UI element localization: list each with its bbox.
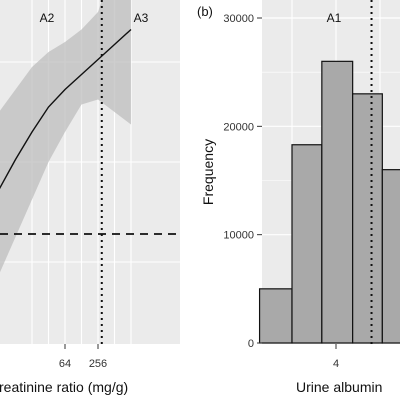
panel-a: A2 A3 64 256 reatinine ratio (mg/g) [0,0,180,395]
panel-b-y-tick-label: 30000 [223,13,254,25]
histogram-bar [321,60,354,344]
panel-b-x-ticks: 416 [333,344,339,370]
panel-b-y-tick-label: 0 [248,338,254,350]
panel-a-x-ticks: 64 256 [59,344,107,370]
region-label-a1: A1 [327,11,342,25]
panel-a-confidence-band [0,0,131,273]
region-label-a2: A2 [40,11,55,25]
histogram-bar [352,93,383,344]
panel-a-x-axis-title: reatinine ratio (mg/g) [0,379,128,395]
panel-b: (b) A1 0 10000 20000 30000 416 Frequency Ur… [197,0,400,395]
panel-b-y-tick-label: 20000 [223,121,254,133]
panel-b-y-ticks: 0 10000 20000 30000 [223,13,262,350]
histogram-bar [381,169,400,344]
panel-a-fitted-line [0,28,132,190]
panel-b-y-tick-label: 10000 [223,230,254,242]
panel-a-x-tick-label: 256 [89,358,107,370]
panel-b-y-axis-title: Frequency [200,139,216,205]
region-label-a3: A3 [134,11,149,25]
panel-b-x-tick-label: 4 [333,358,339,370]
panel-b-label: (b) [197,4,213,19]
histogram-bar [291,144,323,344]
panel-b-x-axis-title: Urine albumin [296,379,382,395]
panel-a-x-tick-label: 64 [59,358,71,370]
histogram-bar [258,288,293,344]
panel-b-histogram-bars [258,60,400,344]
